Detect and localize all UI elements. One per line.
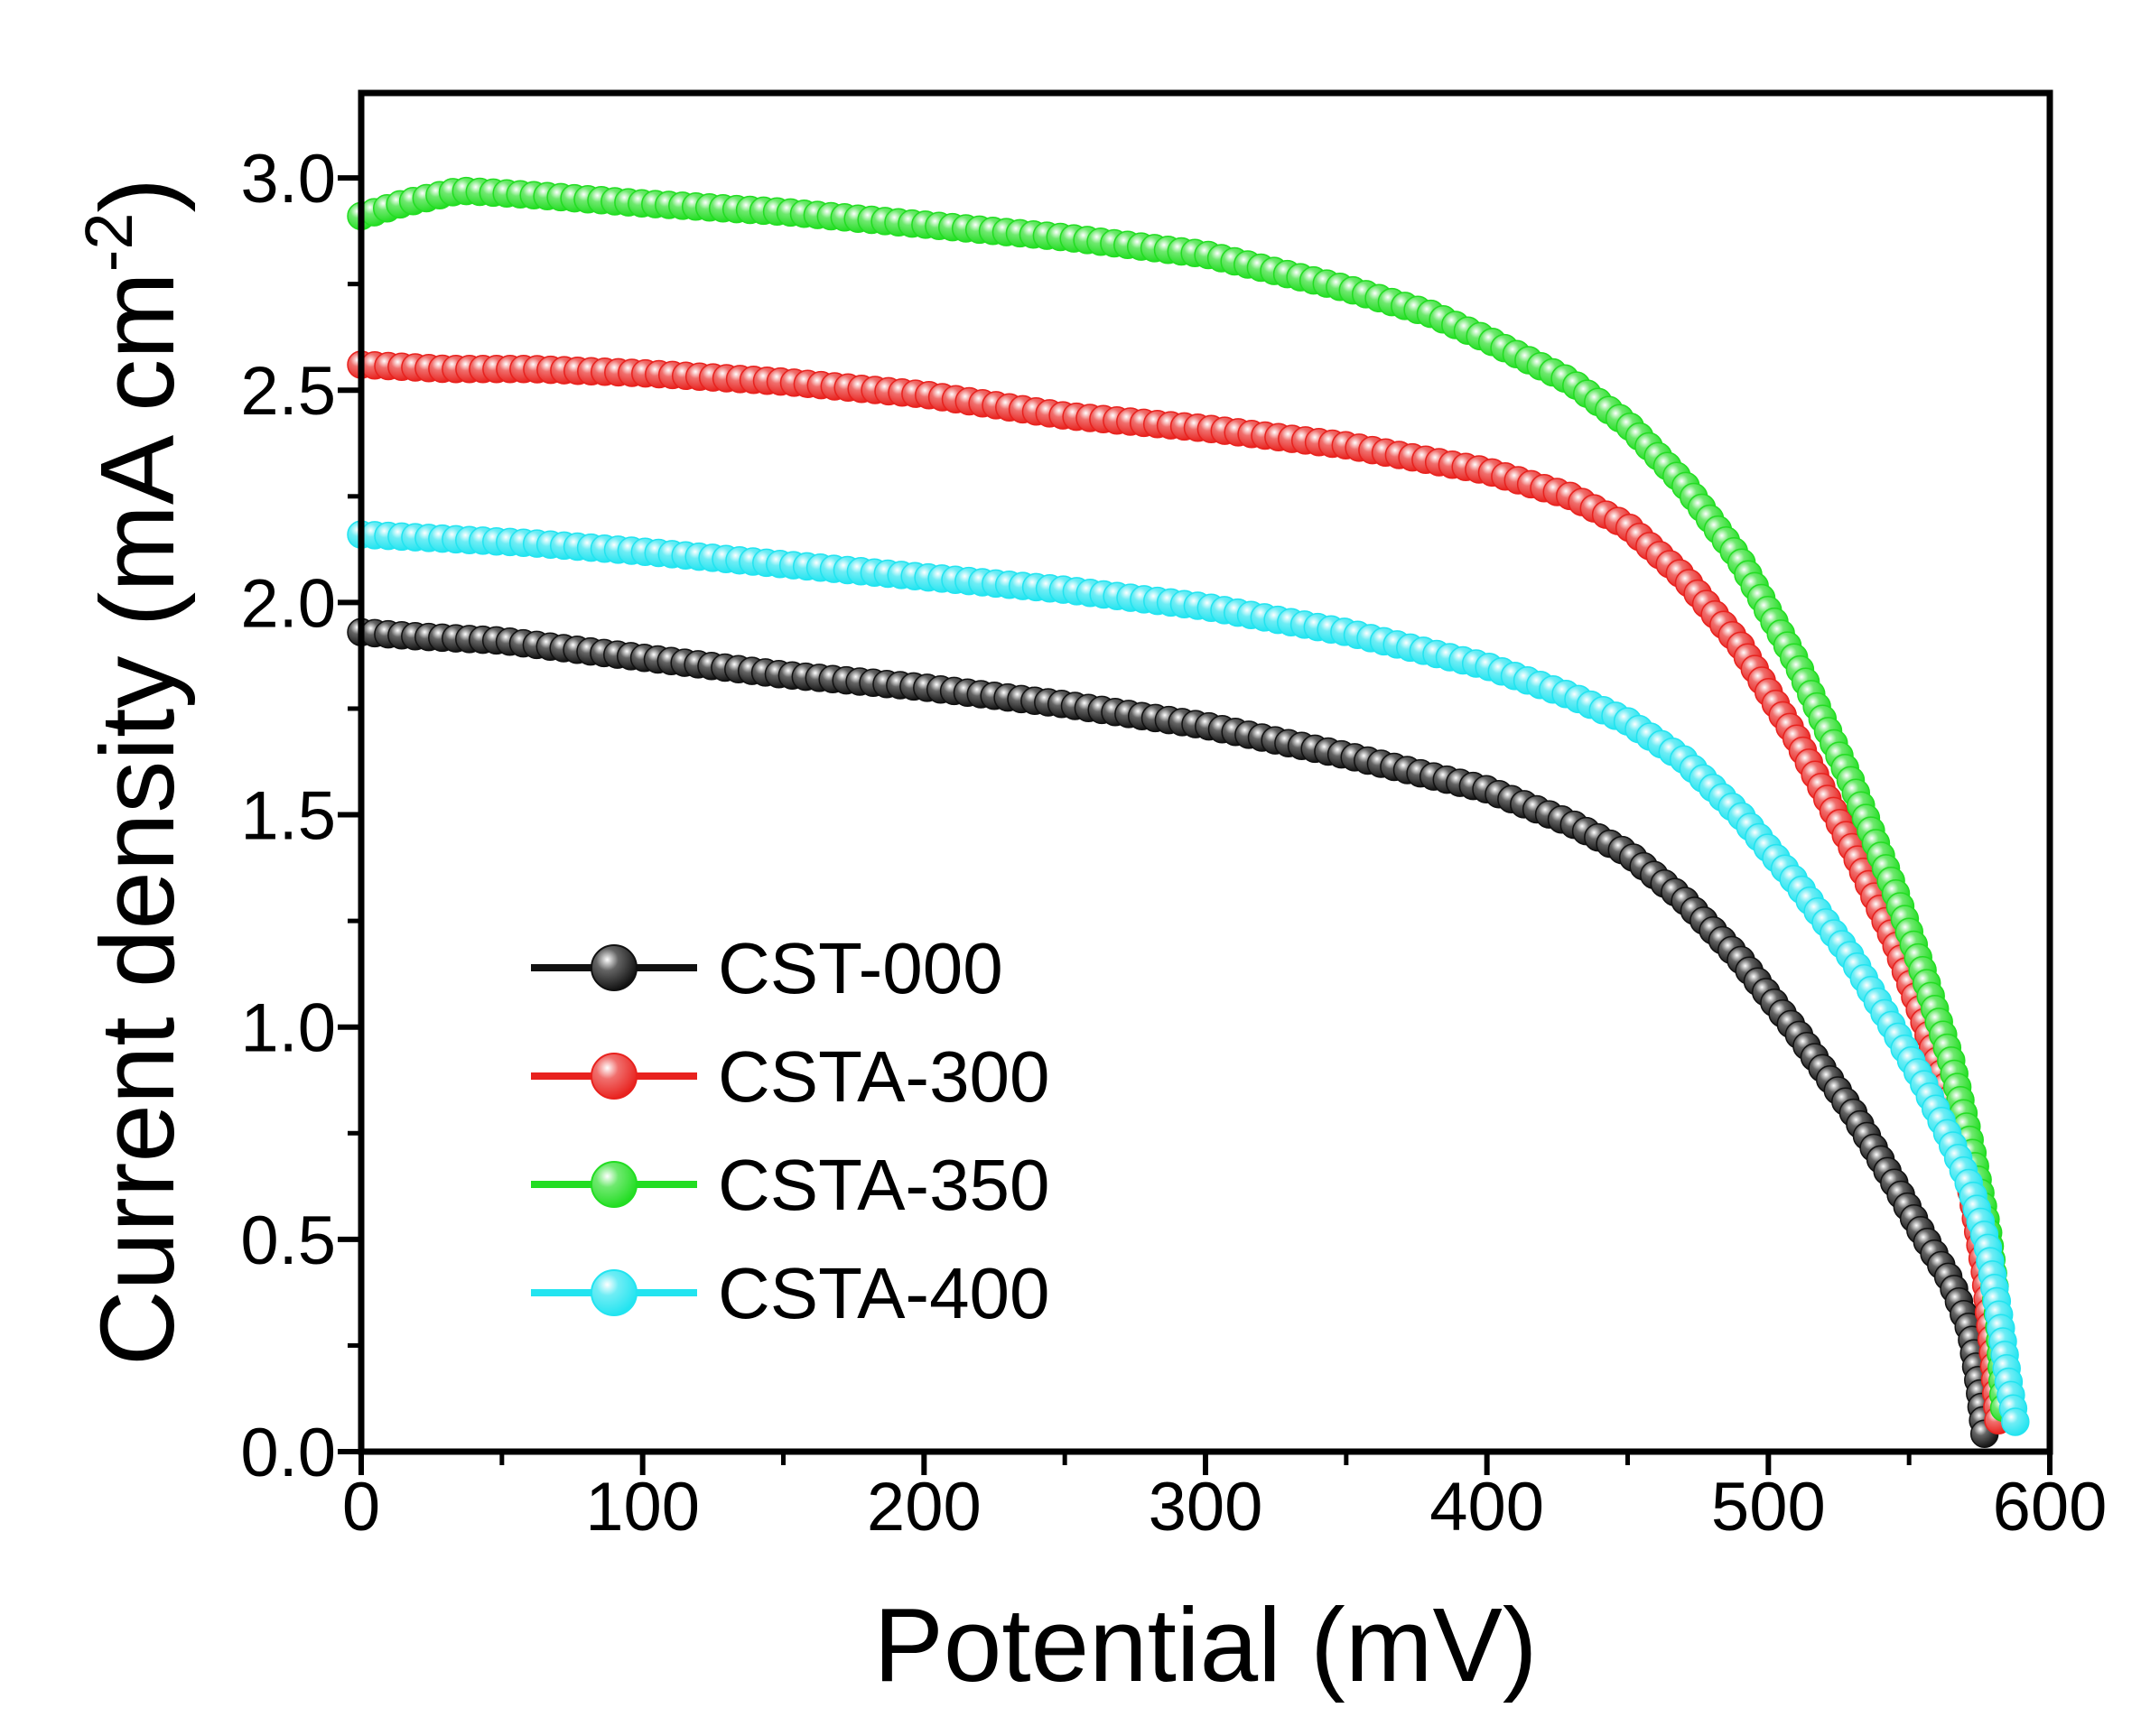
- legend: CST-000 CSTA-300 CSTA-350 CSTA-400: [531, 928, 1050, 1333]
- y-tick-label: 1.0: [240, 990, 336, 1067]
- x-tick-label: 100: [585, 1469, 700, 1546]
- legend-marker: [591, 1053, 638, 1100]
- legend-item-csta-350: CSTA-350: [531, 1145, 1050, 1225]
- x-tick-label: 400: [1429, 1469, 1544, 1546]
- y-tick-label: 1.5: [240, 778, 336, 855]
- x-tick-label: 600: [1993, 1469, 2108, 1546]
- y-tick-label: 3.0: [240, 141, 336, 218]
- x-tick-label: 300: [1149, 1469, 1263, 1546]
- x-tick-label: 200: [867, 1469, 982, 1546]
- x-tick-label: 500: [1711, 1469, 1826, 1546]
- y-axis-title-superscript: -2: [71, 212, 146, 272]
- legend-label: CST-000: [718, 928, 1003, 1008]
- y-tick-label: 2.0: [240, 565, 336, 642]
- series-layer: [347, 176, 2030, 1449]
- legend-label: CSTA-300: [718, 1036, 1050, 1117]
- data-point: [2001, 1407, 2030, 1436]
- y-axis-title-main: Current density (mA cm: [79, 272, 196, 1366]
- x-axis-title: Potential (mV): [874, 1586, 1538, 1704]
- plot-frame: [358, 89, 2053, 1455]
- legend-label: CSTA-350: [718, 1145, 1050, 1225]
- legend-marker: [591, 1269, 638, 1316]
- legend-marker: [591, 944, 638, 991]
- legend-marker: [591, 1161, 638, 1208]
- series-csta-400: [347, 520, 2030, 1436]
- series-cst-000: [347, 617, 1999, 1449]
- legend-item-csta-400: CSTA-400: [531, 1253, 1050, 1333]
- legend-item-cst-000: CST-000: [531, 928, 1003, 1008]
- series-csta-300: [347, 350, 2013, 1434]
- y-tick-label: 0.5: [240, 1202, 336, 1279]
- y-tick-label: 0.0: [240, 1415, 336, 1491]
- axis-ticks: 0 100 200 300 400 500 600 0.0 0.5 1.0 1.5 2.0 2.5 3.0: [240, 141, 2107, 1546]
- x-tick-label: 0: [342, 1469, 380, 1546]
- legend-label: CSTA-400: [718, 1253, 1050, 1333]
- legend-item-csta-300: CSTA-300: [531, 1036, 1050, 1117]
- y-axis-title: Current density (mA cm-2): [71, 178, 196, 1366]
- series-line-cst-000: [360, 629, 1987, 1440]
- y-axis-title-close: ): [79, 178, 196, 213]
- y-tick-label: 2.5: [240, 353, 336, 430]
